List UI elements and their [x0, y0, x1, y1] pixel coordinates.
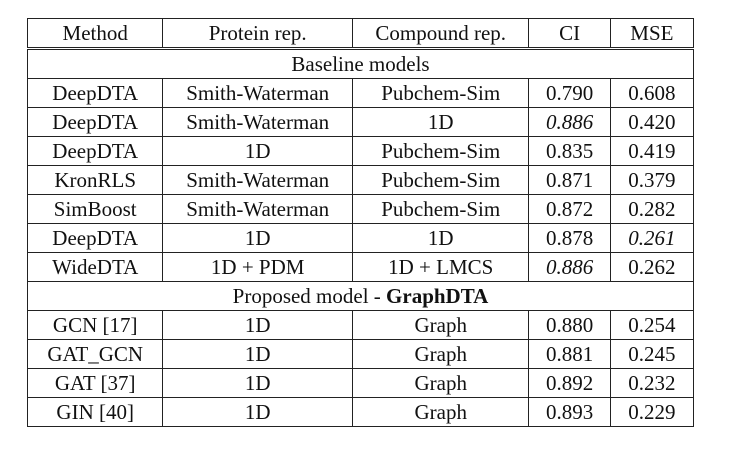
header-ci: CI — [528, 18, 611, 49]
table-body: Baseline models DeepDTA Smith-Waterman P… — [26, 47, 695, 427]
compound-rep-cell: 1D — [351, 223, 530, 253]
ci-cell: 0.886 — [528, 107, 611, 137]
protein-rep-cell: 1D + PDM — [162, 252, 353, 282]
ci-cell: 0.893 — [528, 397, 611, 427]
method-cell: GCN [17] — [26, 310, 164, 340]
method-cell: WideDTA — [26, 252, 164, 282]
ci-cell: 0.886 — [528, 252, 611, 282]
mse-cell: 0.254 — [609, 310, 695, 340]
ci-cell: 0.835 — [528, 136, 611, 166]
section-title-row: Proposed model - GraphDTA — [27, 281, 694, 311]
header-protein-rep: Protein rep. — [162, 18, 353, 49]
compound-rep-cell: Pubchem-Sim — [351, 194, 530, 224]
method-cell: KronRLS — [26, 165, 164, 195]
ci-cell: 0.880 — [528, 310, 611, 340]
protein-rep-cell: Smith-Waterman — [162, 107, 353, 137]
table-row: DeepDTA 1D Pubchem-Sim 0.835 0.419 — [26, 136, 695, 166]
protein-rep-cell: Smith-Waterman — [162, 165, 353, 195]
section-title: Baseline models — [27, 47, 694, 79]
ci-cell: 0.878 — [528, 223, 611, 253]
section-title-text: Proposed model - — [232, 283, 387, 308]
method-cell: SimBoost — [26, 194, 164, 224]
compound-rep-cell: Graph — [351, 310, 530, 340]
table-row: DeepDTA Smith-Waterman 1D 0.886 0.420 — [26, 107, 695, 137]
compound-rep-cell: Pubchem-Sim — [351, 78, 530, 108]
mse-cell: 0.262 — [609, 252, 695, 282]
method-cell: GAT_GCN — [26, 339, 164, 369]
compound-rep-cell: Pubchem-Sim — [351, 136, 530, 166]
method-cell: GIN [40] — [26, 397, 164, 427]
mse-cell: 0.420 — [609, 107, 695, 137]
method-cell: DeepDTA — [26, 223, 164, 253]
table-header: Method Protein rep. Compound rep. CI MSE — [26, 18, 695, 49]
ci-cell: 0.790 — [528, 78, 611, 108]
protein-rep-cell: 1D — [162, 136, 353, 166]
method-cell: GAT [37] — [26, 368, 164, 398]
mse-cell: 0.608 — [609, 78, 695, 108]
table-row: WideDTA 1D + PDM 1D + LMCS 0.886 0.262 — [26, 252, 695, 282]
compound-rep-cell: Graph — [351, 339, 530, 369]
section-title-suffix: GraphDTA — [386, 283, 489, 308]
compound-rep-cell: Graph — [351, 368, 530, 398]
method-cell: DeepDTA — [26, 136, 164, 166]
table-row: GCN [17] 1D Graph 0.880 0.254 — [26, 310, 695, 340]
table-row: DeepDTA Smith-Waterman Pubchem-Sim 0.790… — [26, 78, 695, 108]
protein-rep-cell: 1D — [162, 397, 353, 427]
ci-cell: 0.881 — [528, 339, 611, 369]
method-cell: DeepDTA — [26, 78, 164, 108]
table-row: KronRLS Smith-Waterman Pubchem-Sim 0.871… — [26, 165, 695, 195]
table-row: SimBoost Smith-Waterman Pubchem-Sim 0.87… — [26, 194, 695, 224]
ci-cell: 0.872 — [528, 194, 611, 224]
protein-rep-cell: 1D — [162, 223, 353, 253]
results-table: Method Protein rep. Compound rep. CI MSE… — [26, 18, 695, 427]
compound-rep-cell: 1D — [351, 107, 530, 137]
header-mse: MSE — [609, 18, 695, 49]
section-title-row: Baseline models — [27, 47, 694, 79]
mse-cell: 0.261 — [609, 223, 695, 253]
header-method: Method — [26, 18, 164, 49]
method-cell: DeepDTA — [26, 107, 164, 137]
mse-cell: 0.419 — [609, 136, 695, 166]
section-title-text: Baseline models — [291, 51, 430, 76]
mse-cell: 0.379 — [609, 165, 695, 195]
section-title: Proposed model - GraphDTA — [27, 281, 694, 311]
mse-cell: 0.282 — [609, 194, 695, 224]
compound-rep-cell: 1D + LMCS — [351, 252, 530, 282]
protein-rep-cell: 1D — [162, 368, 353, 398]
table-row: GIN [40] 1D Graph 0.893 0.229 — [26, 397, 695, 427]
header-row: Method Protein rep. Compound rep. CI MSE — [26, 18, 695, 49]
header-compound-rep: Compound rep. — [351, 18, 530, 49]
protein-rep-cell: Smith-Waterman — [162, 78, 353, 108]
compound-rep-cell: Pubchem-Sim — [351, 165, 530, 195]
protein-rep-cell: 1D — [162, 339, 353, 369]
table-row: GAT [37] 1D Graph 0.892 0.232 — [26, 368, 695, 398]
table-row: DeepDTA 1D 1D 0.878 0.261 — [26, 223, 695, 253]
ci-cell: 0.871 — [528, 165, 611, 195]
mse-cell: 0.229 — [609, 397, 695, 427]
table-row: GAT_GCN 1D Graph 0.881 0.245 — [26, 339, 695, 369]
mse-cell: 0.232 — [609, 368, 695, 398]
mse-cell: 0.245 — [609, 339, 695, 369]
protein-rep-cell: 1D — [162, 310, 353, 340]
ci-cell: 0.892 — [528, 368, 611, 398]
compound-rep-cell: Graph — [351, 397, 530, 427]
protein-rep-cell: Smith-Waterman — [162, 194, 353, 224]
